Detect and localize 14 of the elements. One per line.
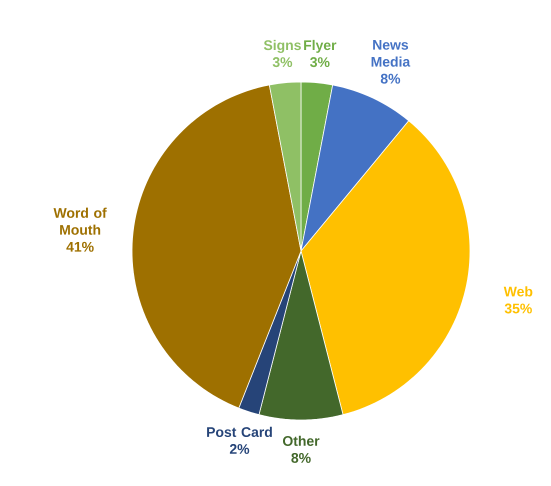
slice-label: News Media [372,40,410,67]
slice-label: Other [282,436,320,446]
data-label: 35% [504,304,532,314]
slice-label: Flyer [304,40,336,53]
slice-label: Word of Mouth [54,208,107,235]
data-label: 3% [272,57,292,68]
data-label: 3% [310,57,330,68]
slice-label: Post Card [207,426,272,438]
data-label: 8% [380,74,400,84]
slice-label: Signs [264,40,301,53]
data-label: 41% [66,242,94,252]
data-label: 8% [291,452,311,463]
data-label: 2% [230,444,250,454]
slice-label: Web [504,286,532,296]
